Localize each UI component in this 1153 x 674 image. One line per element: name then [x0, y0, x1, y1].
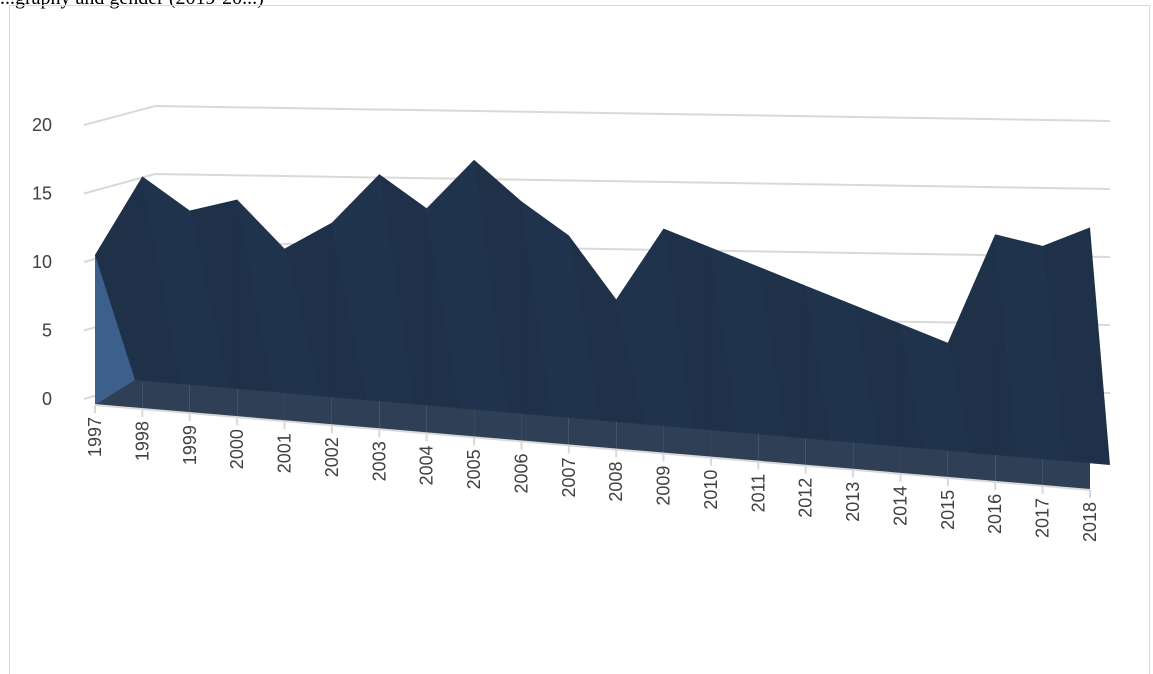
area-segment: [331, 174, 380, 430]
area-segment: [853, 304, 901, 474]
x-axis-tick-labels: 1997 1998 1999 2000 2001 2002 2003 2004 2005 2006…: [85, 417, 1100, 542]
x-tick-label: 1997: [85, 417, 105, 457]
x-tick-label: 2013: [843, 482, 863, 522]
area-series: [95, 159, 1110, 490]
x-tick-label: 2007: [559, 457, 579, 497]
x-tick-label: 2017: [1033, 498, 1053, 538]
x-tick-label: 2008: [606, 462, 626, 502]
x-tick-label: 2009: [654, 466, 674, 506]
area-segment: [710, 247, 759, 462]
area-segment: [521, 201, 569, 446]
area-end-cap: [95, 255, 135, 405]
area-segment: [663, 228, 711, 458]
x-tick-label: 1998: [132, 421, 152, 461]
area-segment: [189, 199, 238, 418]
x-tick-label: 2011: [748, 474, 768, 513]
area-segment: [237, 199, 285, 422]
x-tick-label: 1999: [180, 425, 200, 465]
x-tick-label: 2012: [796, 478, 816, 518]
area-segment: [474, 159, 522, 442]
x-axis-line: [94, 404, 1091, 491]
area-segment: [900, 323, 948, 478]
x-tick-label: 2010: [701, 470, 721, 510]
area-segment: [142, 176, 190, 414]
area-segment: [568, 235, 617, 450]
chart-frame: [9, 5, 1150, 674]
area-segment: [995, 234, 1043, 486]
x-tick-label: 2005: [464, 449, 484, 489]
area-segment: [379, 174, 427, 434]
x-tick-label: 2014: [890, 486, 910, 526]
x-tick-label: 2006: [511, 453, 531, 493]
area-segment: [805, 285, 854, 470]
area-segment: [284, 222, 332, 426]
area-segment: [426, 159, 475, 438]
area-segment: [616, 228, 664, 454]
x-axis: [94, 404, 1091, 498]
x-tick-label: 2015: [938, 490, 958, 530]
y-axis-tick-labels: 0 5 10 15 20: [32, 115, 52, 409]
area-segment: [758, 266, 806, 466]
x-tick-label: 2018: [1080, 502, 1100, 542]
area-segment: [1042, 227, 1090, 490]
y-tick-label: 20: [32, 115, 52, 135]
x-tick-label: 2004: [417, 445, 437, 485]
x-tick-label: 2002: [322, 437, 342, 477]
gridline: [83, 172, 1111, 195]
area-segment: [947, 234, 996, 482]
y-tick-label: 5: [42, 321, 52, 341]
y-tick-label: 15: [32, 184, 52, 204]
y-tick-label: 0: [42, 389, 52, 409]
x-tick-label: 2003: [369, 441, 389, 481]
x-tick-label: 2000: [227, 429, 247, 469]
x-tick-label: 2001: [275, 433, 295, 473]
gridline: [83, 104, 1111, 126]
x-tick-label: 2016: [985, 494, 1005, 534]
y-tick-label: 10: [32, 252, 52, 272]
